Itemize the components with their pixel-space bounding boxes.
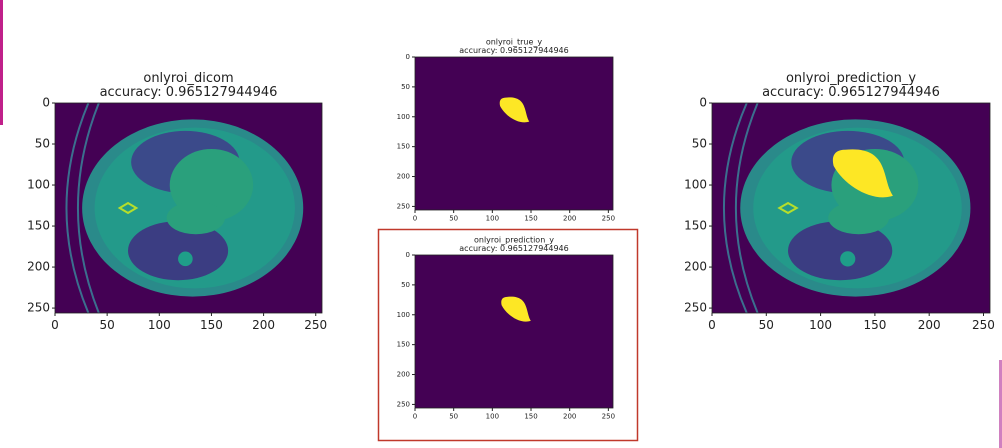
x-tick-label: 100 <box>148 318 171 332</box>
screenshot: onlyroi_dicomaccuracy: 0.965127944946050… <box>0 0 1002 448</box>
x-tick-label: 150 <box>524 413 537 421</box>
y-tick-label: 250 <box>27 301 50 315</box>
y-tick-label: 150 <box>27 219 50 233</box>
organ <box>167 201 225 234</box>
y-tick-label: 50 <box>401 281 410 289</box>
y-tick-label: 0 <box>406 53 410 61</box>
x-tick-label: 0 <box>413 215 417 223</box>
x-tick-label: 0 <box>413 413 417 421</box>
x-tick-label: 200 <box>252 318 275 332</box>
x-tick-label: 200 <box>563 413 576 421</box>
y-tick-label: 250 <box>397 202 410 210</box>
y-tick-label: 0 <box>699 96 707 110</box>
x-tick-label: 250 <box>602 215 615 223</box>
y-tick-label: 250 <box>684 301 707 315</box>
vessel <box>178 252 193 267</box>
x-tick-label: 150 <box>863 318 886 332</box>
panel-subtitle: accuracy: 0.965127944946 <box>100 85 278 100</box>
y-tick-label: 100 <box>27 178 50 192</box>
y-tick-label: 50 <box>401 83 410 91</box>
y-tick-label: 200 <box>684 260 707 274</box>
vessel <box>840 251 855 266</box>
panel-subtitle: accuracy: 0.965127944946 <box>459 244 568 253</box>
y-tick-label: 200 <box>27 260 50 274</box>
panel-title: onlyroi_dicom <box>143 71 233 86</box>
x-tick-label: 100 <box>486 413 499 421</box>
panel-subtitle: accuracy: 0.965127944946 <box>459 46 568 55</box>
y-tick-label: 200 <box>397 173 410 181</box>
x-tick-label: 250 <box>304 318 327 332</box>
y-tick-label: 0 <box>42 96 50 110</box>
y-tick-label: 250 <box>397 400 410 408</box>
y-tick-label: 200 <box>397 371 410 379</box>
x-tick-label: 150 <box>524 215 537 223</box>
y-tick-label: 150 <box>397 341 410 349</box>
image-background <box>415 57 613 210</box>
x-tick-label: 0 <box>51 318 59 332</box>
x-tick-label: 250 <box>602 413 615 421</box>
x-tick-label: 50 <box>449 215 458 223</box>
organ <box>828 201 889 234</box>
x-tick-label: 200 <box>563 215 576 223</box>
x-tick-label: 100 <box>486 215 499 223</box>
panel-title: onlyroi_true_y <box>486 37 543 46</box>
y-tick-label: 150 <box>684 219 707 233</box>
x-tick-label: 50 <box>759 318 774 332</box>
y-tick-label: 50 <box>692 137 707 151</box>
x-tick-label: 0 <box>708 318 716 332</box>
y-tick-label: 50 <box>35 137 50 151</box>
y-tick-label: 150 <box>397 143 410 151</box>
x-tick-label: 150 <box>200 318 223 332</box>
image-background <box>415 255 613 408</box>
x-tick-label: 250 <box>972 318 995 332</box>
panel-subtitle: accuracy: 0.965127944946 <box>762 85 940 100</box>
panel-title: onlyroi_prediction_y <box>786 71 916 86</box>
y-tick-label: 100 <box>397 311 410 319</box>
y-tick-label: 100 <box>397 113 410 121</box>
x-tick-label: 50 <box>449 413 458 421</box>
x-tick-label: 50 <box>100 318 115 332</box>
left-edge-bar <box>0 0 3 125</box>
x-tick-label: 200 <box>918 318 941 332</box>
panel-title: onlyroi_prediction_y <box>474 235 554 244</box>
y-tick-label: 0 <box>406 251 410 259</box>
x-tick-label: 100 <box>809 318 832 332</box>
y-tick-label: 100 <box>684 178 707 192</box>
